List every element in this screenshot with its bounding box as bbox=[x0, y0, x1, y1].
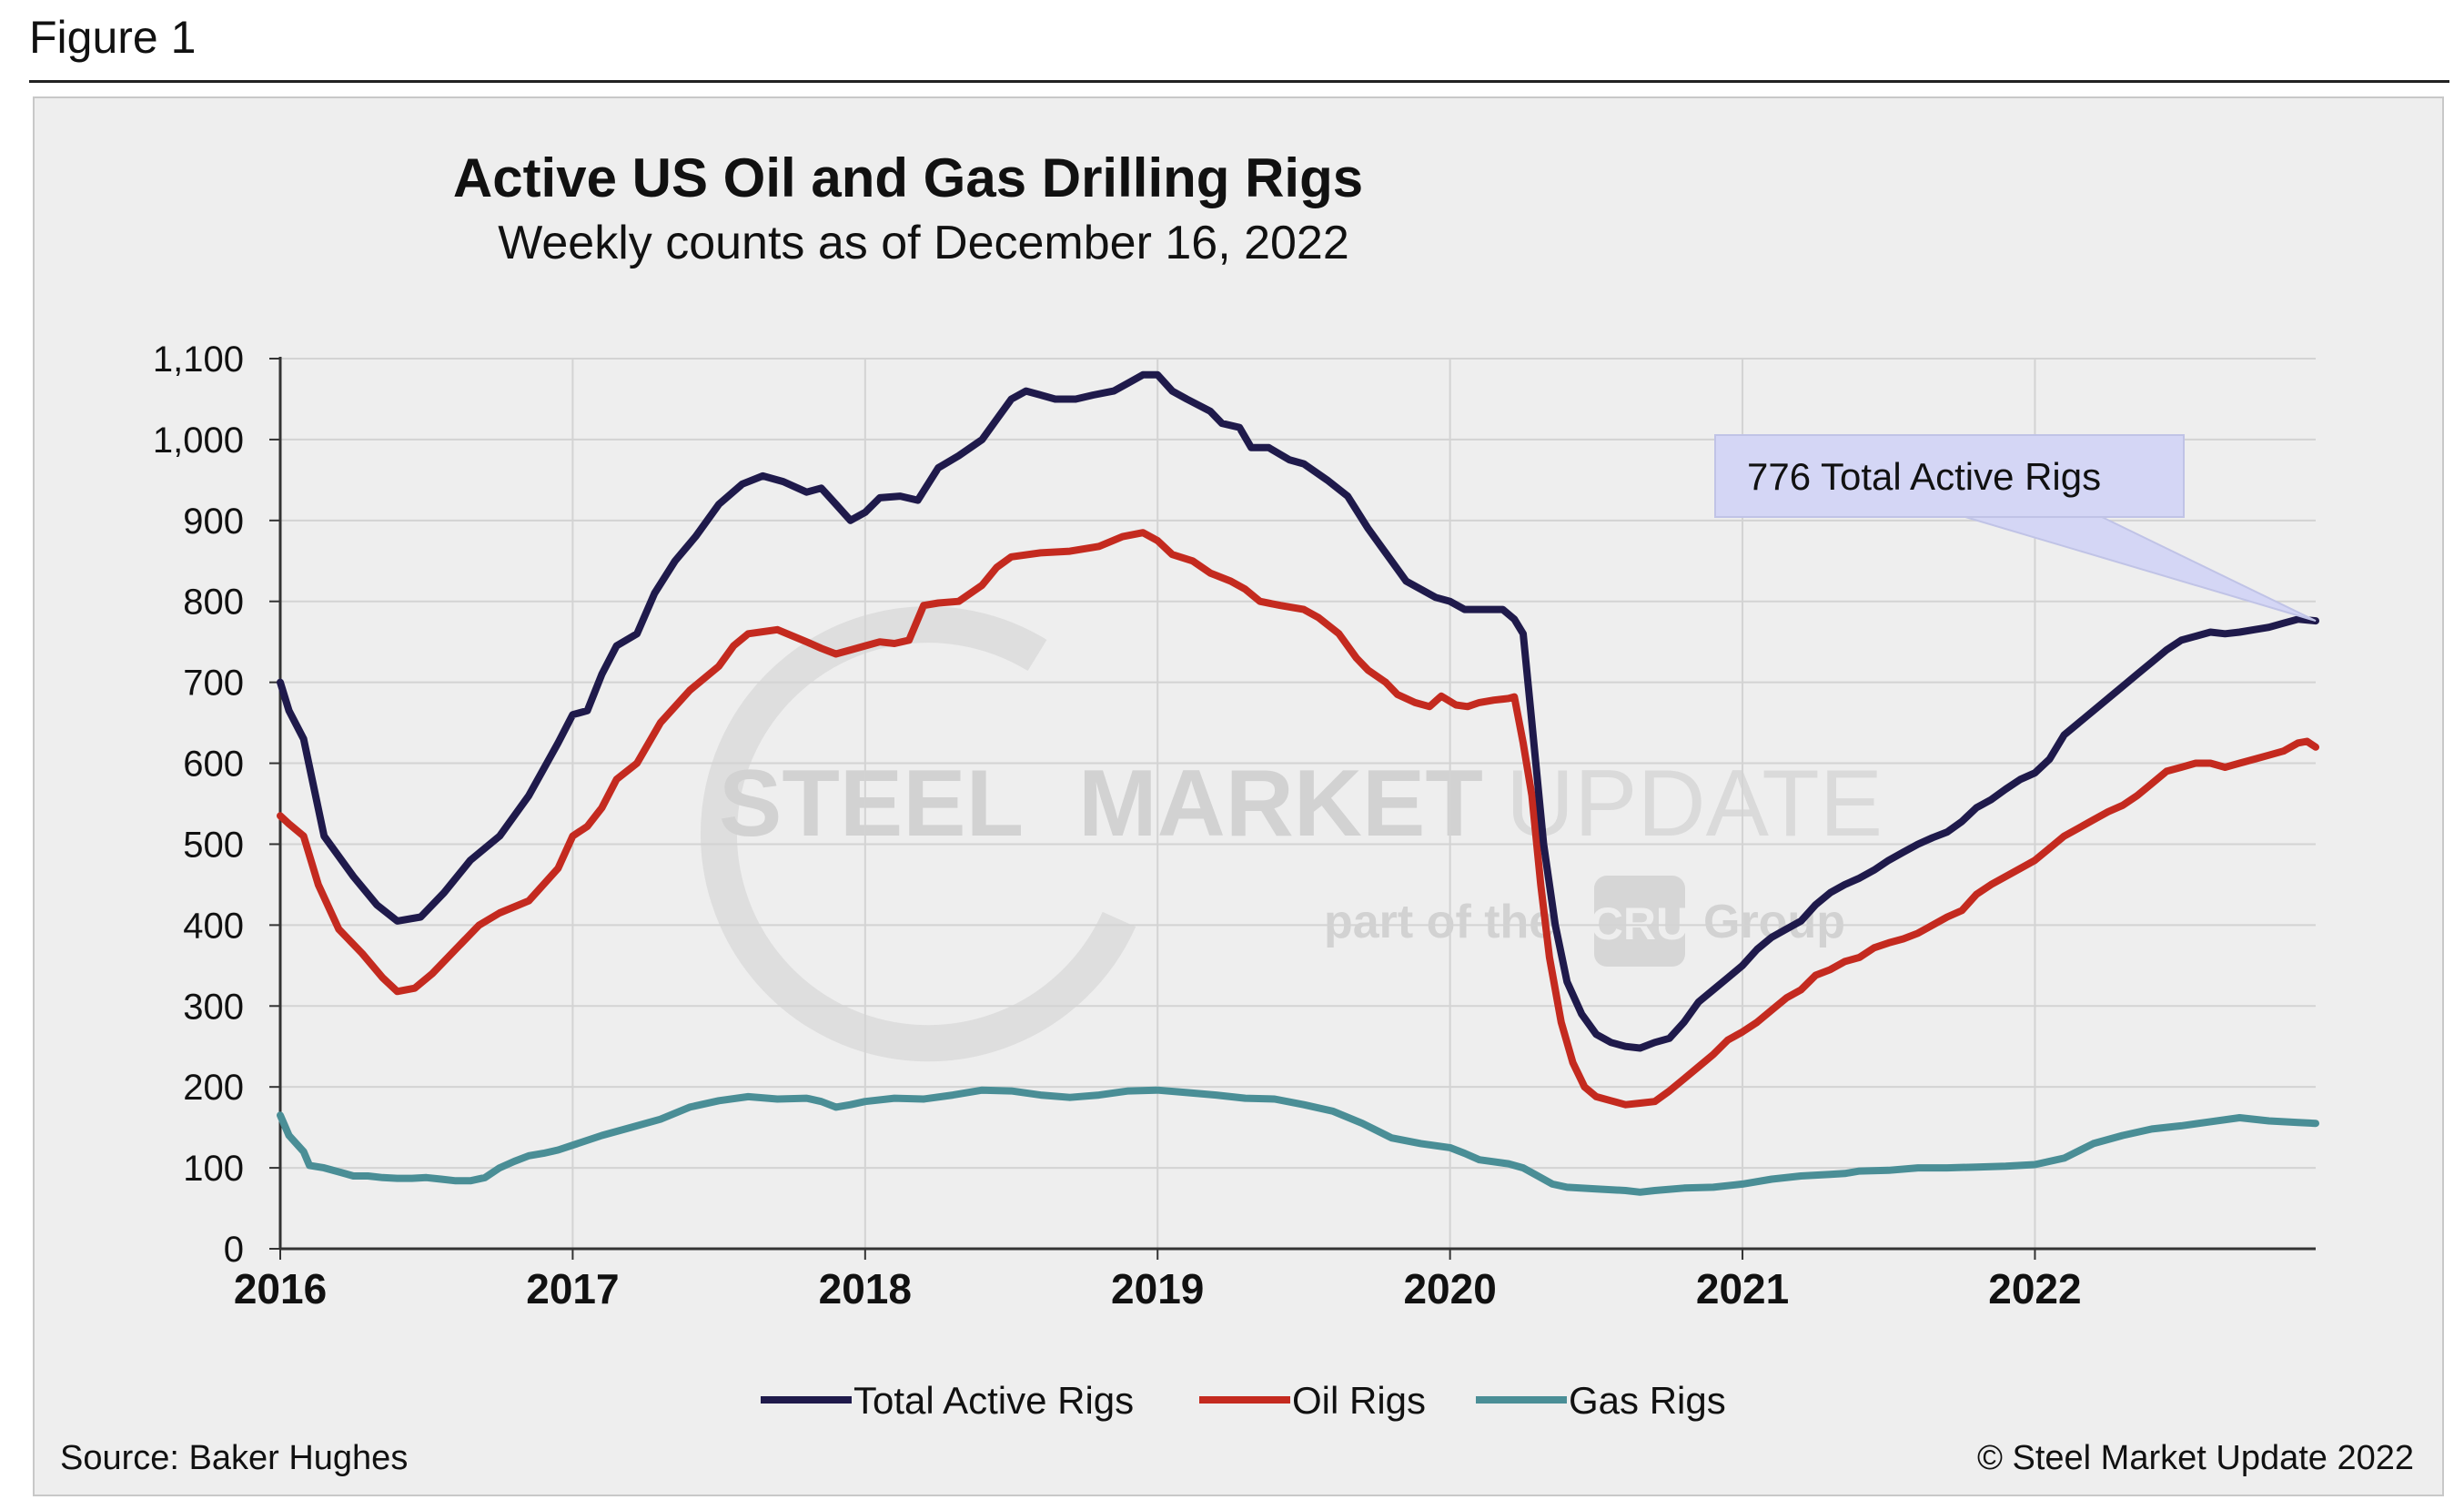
y-axis: 0 100 200 300 400 500 600 700 800 900 1,000 1,100 bbox=[153, 339, 282, 1270]
copyright-text: © Steel Market Update 2022 bbox=[1977, 1439, 2414, 1477]
series-line-gas-rigs bbox=[277, 1086, 2319, 1196]
watermark-steel: STEEL bbox=[719, 751, 1024, 856]
callout-pointer bbox=[1964, 516, 2317, 623]
series bbox=[277, 370, 2319, 1196]
y-tick-label: 900 bbox=[183, 502, 244, 542]
source-text: Source: Baker Hughes bbox=[60, 1439, 408, 1477]
y-tick-label: 500 bbox=[183, 825, 244, 865]
watermark-group: Group bbox=[1703, 896, 1845, 948]
y-tick-label: 100 bbox=[183, 1149, 244, 1189]
watermark-cru-box bbox=[1594, 876, 1685, 967]
callout-box bbox=[1714, 434, 2185, 518]
watermark-market: MARKET bbox=[1078, 751, 1483, 856]
watermark-part-of: part of the bbox=[1324, 896, 1555, 948]
x-tick-label: 2019 bbox=[1111, 1265, 1204, 1312]
legend-label: Oil Rigs bbox=[1292, 1379, 1426, 1422]
callout-label: 776 Total Active Rigs bbox=[1747, 455, 2101, 498]
callout: 776 Total Active Rigs bbox=[1714, 434, 2317, 623]
y-tick-label: 600 bbox=[183, 745, 244, 785]
y-tick-label: 300 bbox=[183, 987, 244, 1027]
watermark-arc bbox=[700, 606, 1136, 1062]
legend-label: Total Active Rigs bbox=[853, 1379, 1134, 1422]
chart-subtitle: Weekly counts as of December 16, 2022 bbox=[498, 217, 1349, 269]
y-tick-label: 400 bbox=[183, 906, 244, 946]
watermark-update: UPDATE bbox=[1506, 751, 1883, 856]
series-line-oil-rigs bbox=[277, 529, 2319, 1109]
x-tick-label: 2017 bbox=[526, 1265, 619, 1312]
y-tick-label: 1,000 bbox=[153, 421, 244, 461]
x-tick-label: 2020 bbox=[1403, 1265, 1496, 1312]
series-line-total-active-rigs bbox=[277, 370, 2319, 1052]
y-tick-label: 1,100 bbox=[153, 339, 244, 380]
legend-label: Gas Rigs bbox=[1569, 1379, 1726, 1422]
y-tick-label: 800 bbox=[183, 583, 244, 623]
chart-title: Active US Oil and Gas Drilling Rigs bbox=[453, 147, 1363, 208]
x-tick-label: 2018 bbox=[819, 1265, 912, 1312]
watermark: STEEL MARKET UPDATE part of the CRU Grou… bbox=[700, 606, 1883, 1062]
figure-rule bbox=[29, 80, 2449, 83]
x-axis: 2016 2017 2018 2019 2020 2021 2022 bbox=[234, 1247, 2316, 1312]
x-tick-label: 2021 bbox=[1696, 1265, 1789, 1312]
chart-panel bbox=[33, 96, 2444, 1496]
figure-label: Figure 1 bbox=[29, 12, 197, 63]
y-tick-label: 200 bbox=[183, 1068, 244, 1108]
y-tick-label: 0 bbox=[224, 1230, 244, 1270]
legend: Total Active Rigs Oil Rigs Gas Rigs bbox=[761, 1379, 1726, 1422]
watermark-cru: CRU bbox=[1590, 898, 1689, 949]
y-tick-label: 700 bbox=[183, 664, 244, 704]
x-tick-label: 2022 bbox=[1988, 1265, 2081, 1312]
x-tick-label: 2016 bbox=[234, 1265, 327, 1312]
